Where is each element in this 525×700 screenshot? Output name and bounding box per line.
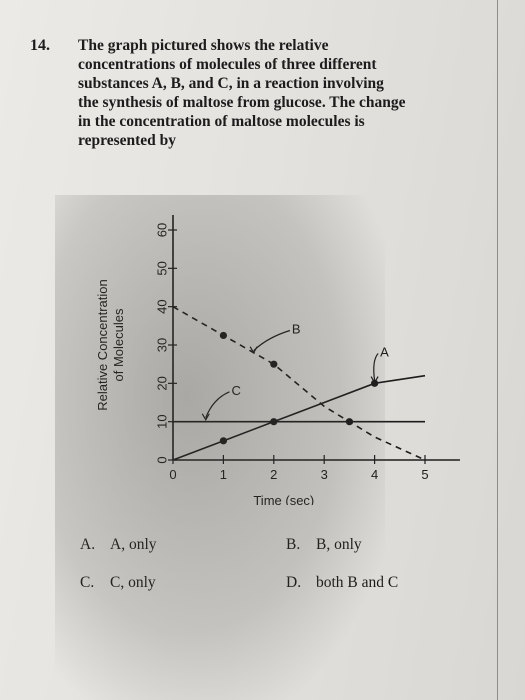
y-tick-label: 40 xyxy=(154,299,169,313)
series-annotation-label: C xyxy=(231,383,240,398)
choice-text: both B and C xyxy=(316,574,399,591)
choice-letter: C. xyxy=(80,574,95,591)
annotation-arrow xyxy=(253,329,291,352)
annotation-arrow xyxy=(205,391,230,418)
question-line: represented by xyxy=(78,132,177,149)
y-tick-label: 60 xyxy=(154,223,169,237)
series-line-b xyxy=(172,305,426,461)
annotation-arrowhead xyxy=(249,346,258,354)
x-tick-label: 0 xyxy=(169,467,176,482)
x-tick-label: 3 xyxy=(321,467,328,482)
annotation-arrowhead xyxy=(370,376,379,384)
series-point-b xyxy=(219,331,227,340)
choice-letter: D. xyxy=(286,574,302,591)
series-annotation-label: B xyxy=(292,322,301,337)
answer-choice-a[interactable]: A. A, only xyxy=(80,536,157,554)
y-axis-label-line: Relative Concentration xyxy=(95,279,110,411)
series-line-a xyxy=(172,374,426,461)
question-line: in the concentration of maltose molecule… xyxy=(78,113,365,130)
x-axis-label: Time (sec) xyxy=(253,493,314,505)
y-tick-label: 20 xyxy=(154,376,169,390)
y-axis-label-line: of Molecules xyxy=(111,308,126,381)
y-tick-label: 50 xyxy=(154,261,169,275)
question-line: substances A, B, and C, in a reaction in… xyxy=(78,75,384,92)
y-tick-label: 0 xyxy=(154,456,169,463)
series-point-b xyxy=(270,360,278,368)
choice-letter: B. xyxy=(286,536,301,553)
y-tick-label: 10 xyxy=(154,414,169,428)
concentration-graph: 0 10 20 30 40 50 60 0 1 2 3 4 5 Time (sec) Relative Co… xyxy=(95,215,460,505)
page-margin-line xyxy=(497,0,498,700)
question-line: The graph pictured shows the relative xyxy=(78,37,329,54)
question-text: The graph pictured shows the relative co… xyxy=(78,36,478,150)
question-line: concentrations of molecules of three dif… xyxy=(78,56,377,73)
x-tick-label: 2 xyxy=(270,467,277,482)
x-tick-label: 4 xyxy=(371,467,378,482)
choice-letter: A. xyxy=(80,536,96,553)
x-tick-label: 1 xyxy=(220,467,227,482)
choice-text: C, only xyxy=(110,574,156,591)
annotation-arrowhead xyxy=(201,413,210,421)
y-tick-label: 30 xyxy=(154,338,169,352)
choice-text: A, only xyxy=(110,536,157,553)
question-line: the synthesis of maltose from glucose. T… xyxy=(78,94,406,111)
answer-choice-c[interactable]: C. C, only xyxy=(80,574,156,592)
series-point-a xyxy=(219,437,227,445)
annotation-arrow xyxy=(373,353,379,381)
x-tick-label: 5 xyxy=(421,467,428,482)
choice-text: B, only xyxy=(316,536,362,553)
series-annotation-label: A xyxy=(380,345,389,360)
answer-choice-b[interactable]: B. B, only xyxy=(286,536,362,554)
question-number: 14. xyxy=(30,37,50,54)
answer-choice-d[interactable]: D. both B and C xyxy=(286,574,398,592)
